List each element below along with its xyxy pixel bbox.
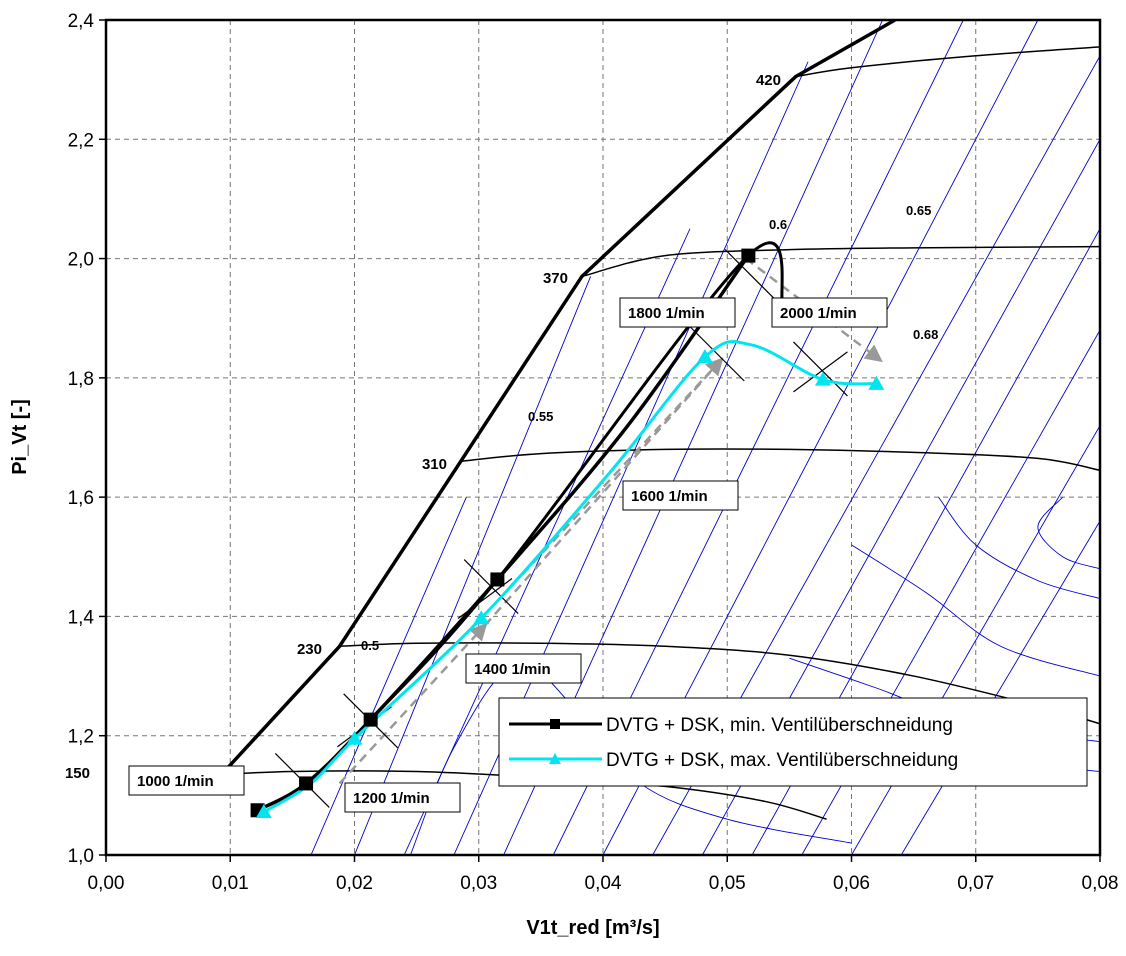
efficiency-contour-line [354, 276, 591, 855]
x-tick-label: 0,06 [833, 873, 870, 894]
series-max-marker [255, 804, 272, 819]
legend: DVTG + DSK, min. Ventilüberschneidung DV… [498, 697, 1088, 787]
series-min-marker [299, 776, 314, 791]
series-max-overlap-line [263, 340, 877, 814]
efficiency-contour-line [1037, 496, 1100, 570]
svg-text:1800 1/min: 1800 1/min [628, 305, 705, 322]
y-axis-ticks: 1,0 1,2 1,4 1,6 1,8 2,0 2,2 2,4 [68, 11, 106, 867]
y-tick-label: 1,2 [68, 727, 94, 748]
x-tick-label: 0,00 [88, 873, 125, 894]
series-max-marker [814, 371, 831, 386]
speed-label-420: 420 [756, 72, 781, 89]
series-min-marker [490, 572, 505, 587]
series-min-marker [741, 248, 756, 263]
speed-label-230: 230 [297, 641, 322, 658]
series-max-marker [346, 730, 363, 745]
y-tick-label: 2,2 [68, 130, 94, 151]
efficiency-contour-line [310, 496, 467, 855]
series-max-marker [696, 348, 713, 363]
speed-line-310 [460, 448, 1100, 472]
efficiency-label-0-6: 0.6 [769, 217, 787, 232]
y-tick-label: 2,0 [68, 250, 94, 271]
y-tick-label: 1,4 [68, 607, 95, 628]
speed-label-310: 310 [422, 456, 447, 473]
op-label-1400: 1400 1/min [465, 653, 582, 684]
x-tick-label: 0,07 [957, 873, 994, 894]
shift-arrows [338, 257, 883, 785]
y-tick-label: 1,8 [68, 369, 94, 390]
speed-label-370: 370 [543, 270, 568, 287]
operating-point-tick [724, 249, 780, 304]
legend-triangle-marker [549, 753, 561, 764]
svg-text:1000 1/min: 1000 1/min [137, 773, 214, 790]
x-tick-label: 0,02 [336, 873, 373, 894]
svg-text:2000 1/min: 2000 1/min [780, 305, 857, 322]
op-label-2000: 2000 1/min [771, 297, 888, 328]
svg-text:1200 1/min: 1200 1/min [353, 790, 430, 807]
x-tick-label: 0,01 [212, 873, 249, 894]
x-tick-label: 0,05 [709, 873, 746, 894]
shift-arrow [338, 622, 488, 785]
y-tick-label: 1,6 [68, 488, 94, 509]
series-min-marker [363, 712, 378, 727]
svg-text:1400 1/min: 1400 1/min [474, 661, 551, 678]
speed-line-420 [795, 46, 1100, 78]
surge-line [220, 20, 896, 776]
efficiency-contour-line [900, 520, 1100, 855]
y-tick-label: 1,0 [68, 846, 94, 867]
x-axis-ticks: 0,00 0,01 0,02 0,03 0,04 0,05 0,06 0,07 0,08 [88, 855, 1119, 894]
efficiency-label-0-55: 0.55 [528, 409, 553, 424]
efficiency-label-0-5: 0.5 [361, 638, 379, 653]
operating-point-tick [689, 326, 745, 382]
operating-point-tick [793, 341, 848, 397]
series-max-marker [868, 375, 885, 390]
series-max-marker [473, 610, 490, 625]
grid-lines [106, 20, 1100, 855]
op-label-1200: 1200 1/min [344, 782, 461, 813]
speed-line-370 [581, 245, 1100, 278]
svg-text:1600 1/min: 1600 1/min [631, 488, 708, 505]
series-max-overlap-markers [255, 348, 885, 819]
y-tick-label: 2,4 [68, 11, 95, 32]
op-label-1000: 1000 1/min [128, 765, 245, 796]
x-tick-label: 0,04 [585, 873, 622, 894]
x-axis-title: V1t_red [m³/s] [526, 917, 659, 939]
op-label-1800: 1800 1/min [619, 297, 736, 328]
legend-series-min: DVTG + DSK, min. Ventilüberschneidung [606, 715, 953, 736]
operating-point-tick [793, 351, 848, 393]
op-label-1600: 1600 1/min [622, 480, 739, 511]
efficiency-contour-line [938, 496, 1100, 599]
x-tick-label: 0,03 [460, 873, 497, 894]
legend-series-max: DVTG + DSK, max. Ventilüberschneidung [606, 750, 958, 771]
shift-arrow [745, 257, 883, 363]
efficiency-label-0-65: 0.65 [906, 203, 931, 218]
x-tick-label: 0,08 [1082, 873, 1119, 894]
efficiency-contour-line [851, 544, 1100, 677]
shift-arrow [521, 357, 724, 576]
y-axis-title: Pi_Vt [-] [9, 399, 31, 475]
legend-square-marker [550, 719, 560, 729]
efficiency-label-0-68: 0.68 [913, 327, 938, 342]
speed-label-150: 150 [65, 765, 90, 782]
